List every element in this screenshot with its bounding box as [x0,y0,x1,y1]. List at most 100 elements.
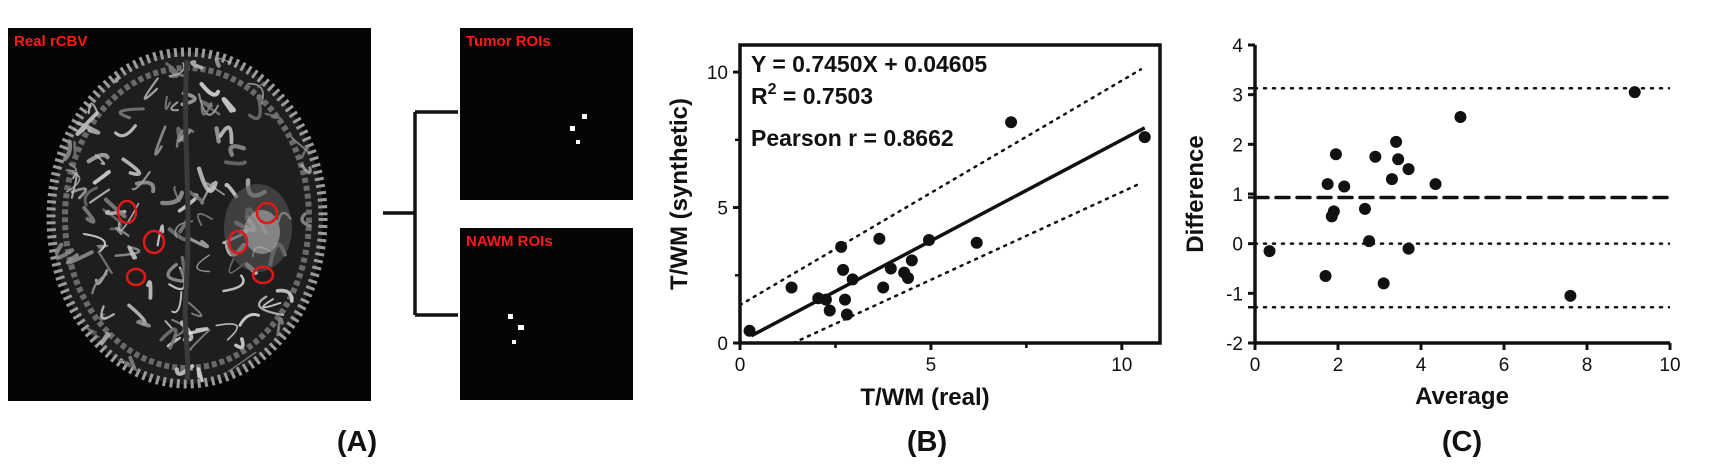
x-tick-label: 6 [1499,355,1510,376]
gyrus-texture [166,262,190,284]
data-point [905,254,918,267]
gyrus-texture [228,258,244,274]
bracket-connector [383,110,458,317]
gyrus-texture [53,242,75,260]
y-tick-label: 3 [1232,86,1243,107]
gyrus-texture [187,301,203,318]
panel-a-caption: (A) [337,426,377,458]
gyrus-texture [300,163,312,175]
y-axis-title: Difference [1182,135,1209,252]
gyrus-texture [218,125,234,145]
data-point [1402,163,1415,176]
gyrus-texture [275,288,294,303]
gyrus-texture [215,323,238,341]
gyrus-texture [87,102,99,115]
gyrus-texture [257,295,285,317]
gyrus-texture [167,227,188,242]
gyrus-texture [196,166,218,193]
gyrus-texture [160,190,185,206]
tumor-roi-marks [570,114,587,144]
nawm-rois-label: NAWM ROIs [466,233,553,250]
gyrus-texture [224,160,247,166]
data-point [884,262,897,275]
gyrus-texture [91,273,108,295]
tumor-roi-image [460,28,633,200]
data-point [846,273,859,286]
panel-b: 0 5 10 0 5 10 T/WM (real) T/WM (synthetic) Y… [666,43,1162,458]
gyrus-texture [65,162,78,173]
data-point [743,324,756,337]
gyrus-texture [214,126,221,144]
data-point [923,234,935,247]
gyrus-texture [189,328,211,351]
gyrus-texture [100,305,115,320]
gyrus-texture [171,291,183,314]
gyrus-texture [97,250,113,275]
y-axis-ticks: 0 5 10 [707,63,740,355]
plot-frame-b [738,43,1162,345]
data-point [1319,269,1332,282]
gyrus-texture [248,94,262,121]
data-point [1263,245,1276,258]
roi-circles [116,199,279,287]
data-point [785,281,798,294]
y-tick-label: 2 [1232,135,1243,156]
x-tick-label: 2 [1333,355,1344,376]
gyrus-texture [264,112,282,120]
gyrus-texture [196,367,207,383]
x-tick-label: 0 [735,355,746,376]
gyrus-texture [276,317,284,337]
x-tick-label: 8 [1582,355,1593,376]
roi-circle [142,229,166,255]
confidence-band [740,68,1143,343]
data-point [1392,153,1405,166]
data-point [1628,86,1641,99]
confidence-upper-line [740,68,1143,307]
gyrus-texture [200,101,213,116]
scatter-points [743,116,1151,337]
y-tick-label: 4 [1232,36,1243,57]
gyrus-texture [173,186,181,203]
x-tick-label: 5 [926,355,937,376]
tumor-rois-label: Tumor ROIs [466,33,551,50]
gyrus-texture [205,182,226,196]
gyrus-texture [290,136,309,153]
gyrus-texture [136,319,151,328]
gyrus-texture [196,254,211,273]
gyrus-texture [154,125,167,156]
gyrus-texture [222,274,245,293]
data-point [1138,131,1151,144]
panel-c: 0 2 4 6 8 10 -2 -1 0 1 2 3 4 Average Difference (C) [1182,36,1681,458]
gyrus-texture [72,119,101,135]
data-point [970,236,983,249]
gyrus-texture [83,186,99,207]
gyrus-texture [164,320,173,330]
data-point [1454,111,1467,124]
gyrus-texture [164,95,172,110]
gyrus-texture [114,246,141,257]
data-point [837,263,850,276]
x-tick-label: 4 [1416,355,1427,376]
gyrus-texture [89,188,111,204]
gyrus-texture [86,152,110,164]
gyrus-texture [175,128,195,148]
nawm-roi-marks [508,314,524,344]
gyrus-texture [73,140,77,155]
panel-c-caption: (C) [1442,426,1482,458]
gyrus-texture [127,245,138,260]
gyrus-texture [234,337,245,350]
gyrus-texture [221,96,236,113]
gyrus-texture [131,170,151,191]
gyrus-texture [185,327,209,336]
gyrus-texture [143,77,159,100]
data-point [1377,277,1390,290]
x-axis-title: Average [1415,383,1509,410]
y-tick-label: 5 [717,199,728,220]
gyrus-texture [114,226,130,237]
gyrus-texture [300,212,312,228]
x-axis: 0 2 4 6 8 10 [1250,341,1681,376]
data-point [1429,178,1442,191]
roi-circle [125,267,147,287]
x-tick-label: 10 [1111,355,1132,376]
regression-equation: Y = 0.7450X + 0.04605 [751,51,987,77]
